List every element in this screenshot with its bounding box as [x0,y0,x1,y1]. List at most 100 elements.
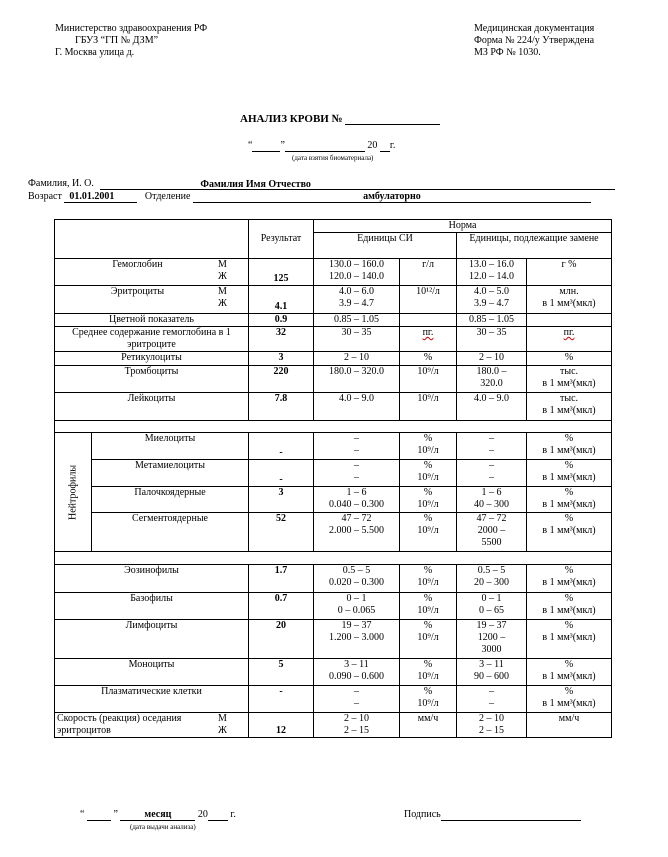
alt-range-line: 2000 – [477,525,506,536]
alt-range: 0.5 – 5 20 – 300 [456,564,527,593]
issue-day-field[interactable] [86,809,111,821]
alt-range-line: 180.0 – [476,366,507,378]
page-title: АНАЛИЗ КРОВИ № [240,113,441,125]
quote: “ [248,140,253,151]
si-unit-line: % [423,620,433,632]
alt-range: 13.0 – 16.0 12.0 – 14.0 [456,258,527,286]
indicator-label: Метамиелоциты [134,460,206,472]
sex-label: М [218,259,227,271]
day-field[interactable] [252,140,281,152]
si-range: 47 – 72 2.000 – 5.500 [313,512,400,552]
department-label: Отделение [144,191,191,202]
age-field[interactable]: 01.01.2001 [64,191,138,203]
si-range-line: 19 – 37 [341,620,372,632]
si-unit: % 10⁹/л [399,592,457,620]
alt-range-line: 4.0 – 5.0 [474,286,509,298]
alt-range-line: 2 – 15 [479,725,504,736]
alt-range-line: 19 – 37 [476,620,507,632]
table-row: Лейкоциты 7.8 4.0 – 9.0 10⁹/л 4.0 – 9.0 тыс. в… [54,392,613,421]
si-range-line: 0.090 – 0.600 [329,671,384,682]
alt-unit-line: % [564,620,574,632]
alt-range-line: 13.0 – 16.0 [469,259,514,271]
si-unit-line: % [423,352,433,364]
analysis-number-field[interactable] [345,113,441,125]
si-range-line: 120.0 – 140.0 [329,271,384,282]
signature-field[interactable] [440,809,581,821]
result-value: 220 [248,365,314,393]
si-range-line: 3 – 11 [344,659,369,671]
si-unit-line: г/л [422,259,434,271]
si-unit-line: % [423,659,433,671]
alt-unit: % в 1 мм³(мкл) [525,592,613,620]
alt-range-line: 3000 [481,644,502,655]
table-row: Плазматические клетки - – –% 10⁹/л – –% в 1 мм³… [54,685,613,713]
issue-month-field[interactable]: месяц [120,809,196,821]
si-range-line: 180.0 – 320.0 [329,366,384,378]
indicator-name: М Ж Скорость (реакция) оседания эритроцито… [54,712,249,738]
ministry-text: Министерство здравоохранения РФ [55,23,208,34]
alt-unit-line: в 1 мм³(мкл) [542,445,596,456]
si-unit: % [399,351,457,366]
si-unit: 10¹²/л [399,285,457,314]
result-value: 52 [248,512,314,552]
header-right: Медицинская документация Форма № 224/у У… [474,23,594,59]
alt-unit: % в 1 мм³(мкл) [525,486,613,513]
year-field[interactable] [379,140,390,152]
si-range: 30 – 35 [313,326,400,352]
si-unit-line: 10⁹/л [417,499,439,510]
alt-unit: % в 1 мм³(мкл) [525,459,613,487]
alt-unit [525,313,613,327]
name-field[interactable]: Фамилия Имя Отчество [100,179,616,190]
si-unit-line: 10⁹/л [417,632,439,643]
si-unit-line: 10⁹/л [417,393,439,405]
alt-range-line: 0 – 65 [479,605,504,616]
si-unit-line: % [423,460,433,472]
year-prefix: 20 [367,140,378,151]
month-field[interactable] [284,140,365,152]
alt-range-line: 5500 [481,537,502,548]
si-unit: % 10⁹/л [399,512,457,552]
indicator-label: Эритроциты [110,286,165,298]
indicator-label: Среднее содержание гемоглобина в 1 эритр… [72,327,231,351]
spacer-row [53,551,613,565]
sex-label: Ж [218,725,227,736]
si-range-line: 2.000 – 5.500 [329,525,384,536]
alt-unit-line: в 1 мм³(мкл) [542,605,596,616]
result-value: 3 [248,351,314,366]
alt-range-line: – [489,472,494,483]
si-range: 4.0 – 6.0 3.9 – 4.7 [313,285,400,314]
address-text: Г. Москва улица д. [55,47,135,58]
si-unit: % 10⁹/л [399,685,457,713]
alt-unit-line: % [564,433,574,445]
si-range-line: 130.0 – 160.0 [329,259,384,271]
alt-range-line: 47 – 72 [476,513,507,525]
indicator-name: Сегментоядерные [91,512,249,552]
table-row: М Ж Скорость (реакция) оседания эритроцито… [54,712,613,738]
alt-unit: % в 1 мм³(мкл) [525,658,613,686]
result-value: 7.8 [248,392,314,421]
sex-label: М [218,286,227,298]
si-range-line: 2 – 10 [344,713,369,725]
issue-year-field[interactable] [207,809,228,821]
si-unit: пг. [399,326,457,352]
department-field[interactable]: амбулаторно [192,191,591,203]
year-suffix: г. [230,809,236,820]
alt-unit: % [525,351,613,366]
alt-range-line: 20 – 300 [474,577,509,588]
year-suffix: г. [389,140,396,151]
alt-range: 2 – 10 2 – 15 [456,712,527,738]
alt-unit-line: в 1 мм³(мкл) [542,298,596,309]
alt-unit: мм/ч [525,712,613,738]
header-left: Министерство здравоохранения РФ ГБУЗ “ГП… [55,23,207,59]
si-range-line: – [354,698,359,709]
si-unit [399,313,457,327]
indicator-label: Миелоциты [144,433,196,445]
alt-range-line: 1 – 6 [481,487,502,499]
indicator-label: Эозинофилы [124,565,179,577]
alt-unit: % в 1 мм³(мкл) [525,685,613,713]
result-value: 32 [248,326,314,352]
alt-unit-line: % [564,565,574,577]
si-unit: г/л [399,258,457,286]
alt-range-line: 2 – 10 [479,352,504,364]
